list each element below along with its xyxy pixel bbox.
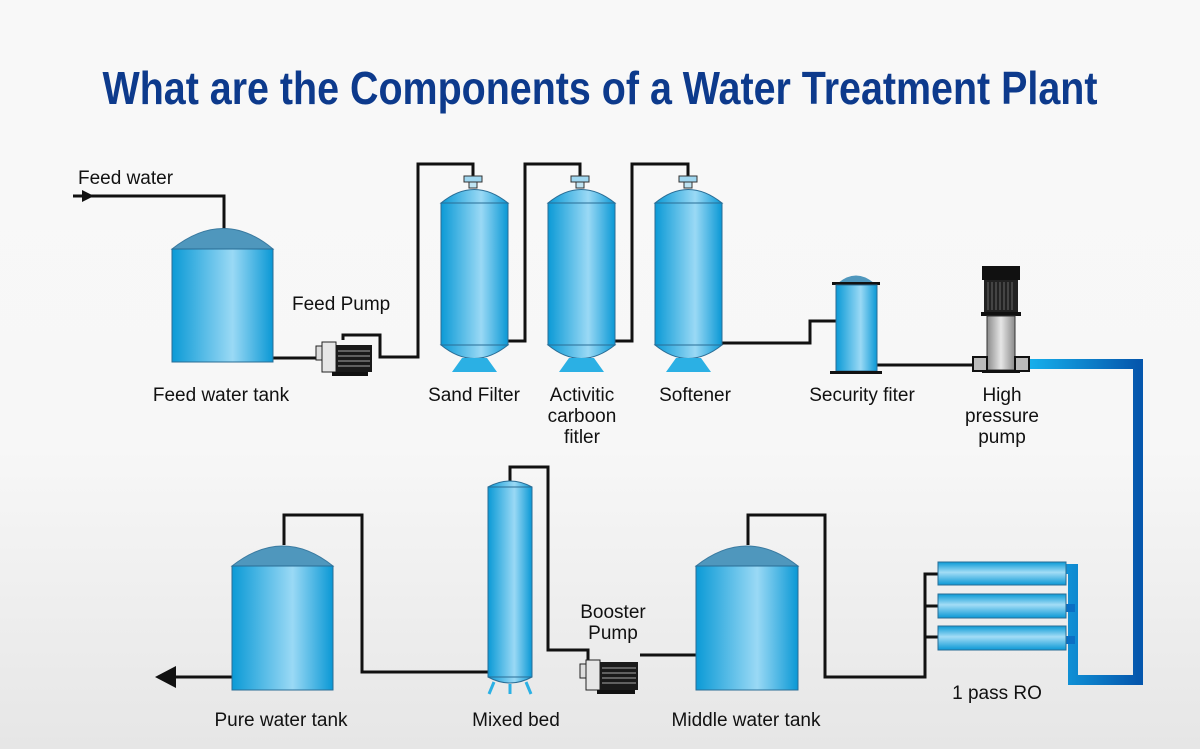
- label-sand-filter: Sand Filter: [428, 385, 521, 406]
- label-hp-pump-1: High: [982, 385, 1021, 406]
- pure-water-tank: [230, 545, 335, 691]
- label-activated-carbon-1: Activitic: [550, 385, 614, 406]
- label-mixed-bed: Mixed bed: [472, 710, 560, 731]
- activated-carbon-filter: [546, 175, 617, 372]
- label-activated-carbon-2: carboon: [548, 406, 617, 427]
- label-security-filter: Security fiter: [809, 385, 915, 406]
- ro-membranes: [937, 561, 1067, 651]
- label-pure-water-tank: Pure water tank: [214, 710, 348, 731]
- page-title: What are the Components of a Water Treat…: [103, 62, 1098, 114]
- pipes: [73, 162, 1143, 688]
- sand-filter: [439, 175, 510, 372]
- label-feed-pump: Feed Pump: [292, 294, 390, 315]
- booster-pump: [579, 659, 638, 694]
- feed-water-tank: [170, 228, 275, 363]
- feed-pump: [315, 341, 372, 376]
- label-softener: Softener: [659, 385, 731, 406]
- high-pressure-pipe: [1029, 359, 1143, 685]
- security-filter: [830, 275, 882, 374]
- high-pressure-pump: [972, 266, 1030, 373]
- label-middle-water-tank: Middle water tank: [672, 710, 821, 731]
- label-hp-pump-2: pressure: [965, 406, 1039, 427]
- label-feed-water-tank: Feed water tank: [153, 385, 290, 406]
- mixed-bed: [487, 480, 533, 695]
- label-feed-water: Feed water: [78, 168, 174, 189]
- softener: [653, 175, 724, 372]
- label-ro: 1 pass RO: [952, 683, 1042, 704]
- middle-water-tank: [694, 545, 800, 691]
- label-booster-pump-2: Pump: [588, 623, 638, 644]
- label-booster-pump-1: Booster: [580, 602, 646, 623]
- label-hp-pump-3: pump: [978, 427, 1026, 448]
- feed-arrow-icon: [82, 190, 94, 202]
- label-activated-carbon-3: fitler: [564, 427, 601, 448]
- output-arrow-icon: [155, 666, 176, 688]
